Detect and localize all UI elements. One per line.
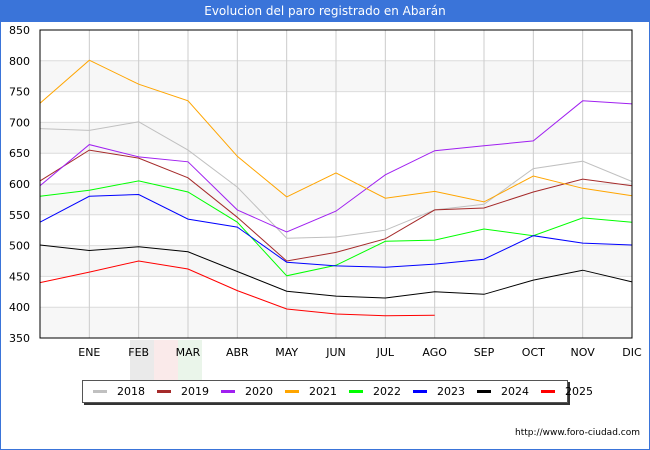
chart-title: Evolucion del paro registrado en Abarán <box>0 0 650 22</box>
y-tick-label: 800 <box>9 55 30 68</box>
legend-swatch <box>349 390 363 393</box>
legend-item-2022: 2022 <box>349 385 401 398</box>
legend-item-2020: 2020 <box>221 385 273 398</box>
flag-watermark <box>130 340 202 380</box>
legend: 2018 2019 2020 2021 2022 2023 2024 2025 <box>82 380 593 403</box>
legend-item-2025: 2025 <box>541 385 593 398</box>
legend-swatch <box>285 390 299 393</box>
x-tick-label: JUN <box>325 346 346 359</box>
series-line-2021 <box>39 59 633 203</box>
source-url[interactable]: http://www.foro-ciudad.com <box>515 428 640 438</box>
legend-label: 2024 <box>501 385 529 398</box>
x-tick-label: DIC <box>622 346 642 359</box>
y-tick-label: 350 <box>9 332 30 345</box>
y-tick-label: 550 <box>9 209 30 222</box>
y-tick-label: 850 <box>9 24 30 37</box>
legend-item-2021: 2021 <box>285 385 337 398</box>
series-line-2019 <box>39 149 633 262</box>
legend-label: 2021 <box>309 385 337 398</box>
y-tick-label: 600 <box>9 178 30 191</box>
legend-swatch <box>221 390 235 393</box>
x-tick-label: SEP <box>474 346 495 359</box>
x-tick-label: MAY <box>275 346 298 359</box>
x-tick-label: OCT <box>522 346 545 359</box>
legend-item-2023: 2023 <box>413 385 465 398</box>
legend-swatch <box>541 390 555 393</box>
legend-swatch <box>477 390 491 393</box>
legend-label: 2018 <box>117 385 145 398</box>
x-tick-label: ABR <box>226 346 249 359</box>
legend-label: 2022 <box>373 385 401 398</box>
legend-swatch <box>413 390 427 393</box>
legend-item-2019: 2019 <box>157 385 209 398</box>
y-tick-label: 700 <box>9 116 30 129</box>
legend-label: 2019 <box>181 385 209 398</box>
legend-label: 2025 <box>565 385 593 398</box>
plot-area <box>39 29 633 339</box>
series-line-2018 <box>39 121 633 239</box>
series-line-2024 <box>39 244 633 299</box>
legend-item-2018: 2018 <box>93 385 145 398</box>
legend-label: 2023 <box>437 385 465 398</box>
series-line-2023 <box>39 193 633 268</box>
legend-swatch <box>93 390 107 393</box>
x-tick-label: JUL <box>376 346 395 359</box>
x-tick-label: ENE <box>78 346 100 359</box>
series-line-2020 <box>39 100 633 233</box>
legend-label: 2020 <box>245 385 273 398</box>
x-tick-label: FEB <box>128 346 149 359</box>
legend-item-2024: 2024 <box>477 385 529 398</box>
y-tick-label: 750 <box>9 86 30 99</box>
series-line-2025 <box>39 260 435 317</box>
y-tick-label: 500 <box>9 240 30 253</box>
y-tick-label: 400 <box>9 301 30 314</box>
y-tick-label: 450 <box>9 270 30 283</box>
x-tick-label: AGO <box>422 346 447 359</box>
x-tick-label: MAR <box>176 346 201 359</box>
x-tick-label: NOV <box>571 346 596 359</box>
y-tick-label: 650 <box>9 147 30 160</box>
legend-swatch <box>157 390 171 393</box>
